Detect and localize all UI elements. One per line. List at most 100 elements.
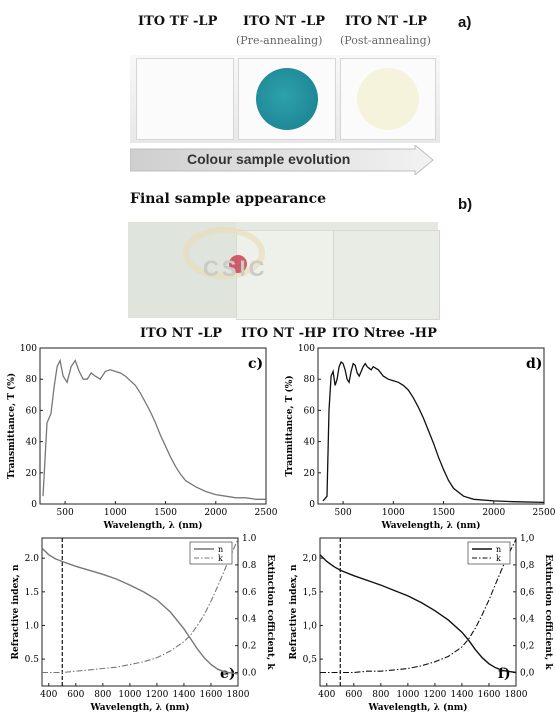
legend-box — [189, 541, 233, 565]
x-tick-label: 1000 — [118, 690, 141, 700]
y-tick-label: 2,0 — [303, 554, 318, 564]
y2-axis-label: Extinction cofficient, k — [543, 554, 553, 670]
y-tick-label: 2.0 — [25, 554, 40, 564]
arrow-label: Colour sample evolution — [187, 151, 351, 167]
sample-ito-tf-lp — [136, 58, 234, 140]
x-axis-label: Wavelength, λ (nm) — [89, 702, 189, 713]
y-tick-label: 20 — [304, 469, 316, 479]
y-tick-label: 80 — [304, 375, 316, 385]
pale-film-disc — [357, 68, 419, 130]
transmittance-line — [42, 358, 266, 500]
sample-photo-b: CSIC — [128, 222, 440, 320]
panel-letter-c: c) — [248, 356, 263, 372]
x-tick-label: 1400 — [172, 690, 195, 700]
panel-letter-e: e) — [220, 666, 236, 682]
x-tick-label: 1200 — [423, 690, 446, 700]
refractive-index-line — [41, 547, 239, 675]
y-tick-label: 80 — [26, 375, 38, 385]
x-tick-label: 600 — [67, 690, 84, 700]
y-axis-label: Tranmittance, T (%) — [284, 375, 295, 476]
y2-tick-label: 0.0 — [242, 669, 257, 679]
legend-k-label: k — [496, 554, 501, 563]
y-tick-label: 20 — [26, 469, 38, 479]
y-tick-label: 60 — [304, 406, 316, 416]
y2-tick-label: 0.4 — [242, 615, 257, 625]
x-tick-label: 1800 — [227, 690, 250, 700]
x-tick-label: 1500 — [154, 508, 177, 518]
y-tick-label: 1,5 — [303, 588, 318, 598]
panel-letter-f: f) — [498, 666, 511, 682]
transmittance-line — [322, 360, 545, 504]
x-tick-label: 800 — [94, 690, 111, 700]
y-tick-label: 0.5 — [25, 655, 40, 665]
y2-tick-label: 0,2 — [520, 642, 534, 652]
x-axis-label: Wavelength, λ (nm) — [367, 702, 467, 713]
x-tick-label: 2000 — [482, 508, 505, 518]
y2-tick-label: 0,4 — [520, 615, 535, 625]
label-final-ito-ntree-hp: ITO Ntree -HP — [332, 326, 437, 341]
y-tick-label: 1.0 — [25, 621, 40, 631]
teal-film-disc — [256, 68, 318, 130]
logo-red-mark — [229, 255, 247, 273]
plot-frame — [319, 537, 517, 687]
y2-tick-label: 1.0 — [242, 534, 257, 544]
x-tick-label: 1200 — [145, 690, 168, 700]
x-tick-label: 2000 — [204, 508, 227, 518]
sample-ito-nt-lp-post — [340, 58, 436, 140]
y-axis-label: Refractive index, n — [289, 564, 299, 659]
y2-tick-label: 0,6 — [520, 588, 535, 598]
y-tick-label: 60 — [26, 406, 38, 416]
x-tick-label: 800 — [372, 690, 389, 700]
y-axis-label: Transmittance, T (%) — [6, 373, 17, 479]
x-tick-label: 400 — [318, 690, 335, 700]
x-axis-label: Wavelength, λ (nm) — [102, 520, 202, 530]
y-tick-label: 40 — [26, 438, 38, 448]
chart-f-optical-constants: 400 600 800 1000 1200 1400 1600 1800 0,5 1,0 1,5 2,… — [289, 534, 553, 713]
label-ito-nt-lp-post: ITO NT -LP — [345, 14, 427, 29]
label-post-annealing: (Post-annealing) — [340, 34, 431, 47]
x-tick-label: 1600 — [200, 690, 223, 700]
refractive-index-line — [319, 554, 517, 674]
label-ito-tf-lp: ITO TF -LP — [138, 14, 218, 29]
panel-letter-a: a) — [458, 14, 472, 31]
y2-tick-label: 1,0 — [520, 534, 535, 544]
y-tick-label: 100 — [298, 344, 315, 354]
x-tick-label: 1400 — [450, 690, 473, 700]
y-tick-label: 1,0 — [303, 621, 318, 631]
y2-tick-label: 0.8 — [242, 561, 257, 571]
sample-ito-ntree-hp — [333, 230, 440, 320]
x-tick-label: 500 — [335, 508, 352, 518]
y-tick-label: 0,5 — [303, 655, 318, 665]
plot-frame — [41, 537, 239, 687]
panel-letter-b: b) — [458, 196, 473, 213]
x-axis-label: Wavelength, λ (nm) — [380, 520, 480, 530]
x-tick-label: 400 — [40, 690, 57, 700]
label-final-ito-nt-lp: ITO NT -LP — [140, 326, 222, 341]
x-tick-label: 600 — [345, 690, 362, 700]
chart-d-transmittance: 500 1000 1500 2000 2500 0 20 40 60 80 100 Wavelengt… — [284, 344, 556, 530]
chart-e-optical-constants: 400 600 800 1000 1200 1400 1600 1800 0.5 1.0 1.5 2.… — [11, 534, 275, 713]
final-title: Final sample appearance — [130, 191, 327, 207]
y2-axis-label: Extinction cofficient, k — [265, 554, 275, 670]
sample-photo-a — [130, 55, 440, 143]
extinction-coefficient-line — [42, 539, 239, 674]
label-pre-annealing: (Pre-annealing) — [236, 34, 323, 47]
evolution-arrow — [130, 145, 434, 175]
x-tick-label: 500 — [57, 508, 74, 518]
plot-frame — [39, 347, 267, 505]
y-tick-label: 100 — [20, 344, 37, 354]
x-tick-label: 1000 — [382, 508, 405, 518]
y-tick-label: 0 — [31, 500, 37, 510]
label-ito-nt-lp-pre: ITO NT -LP — [243, 14, 325, 29]
y2-tick-label: 0.6 — [242, 588, 257, 598]
y2-tick-label: 0,0 — [520, 669, 535, 679]
panel-letter-d: d) — [526, 356, 542, 372]
chart-c-transmittance: 500 1000 1500 2000 2500 0 20 40 60 80 100 Wavelengt… — [6, 344, 278, 530]
x-tick-label: 2500 — [533, 508, 556, 518]
x-tick-label: 1800 — [505, 690, 528, 700]
extinction-coefficient-line — [320, 539, 517, 674]
x-tick-label: 2500 — [255, 508, 278, 518]
y-tick-label: 0 — [309, 500, 315, 510]
y2-tick-label: 0.2 — [242, 642, 256, 652]
x-tick-label: 1000 — [396, 690, 419, 700]
